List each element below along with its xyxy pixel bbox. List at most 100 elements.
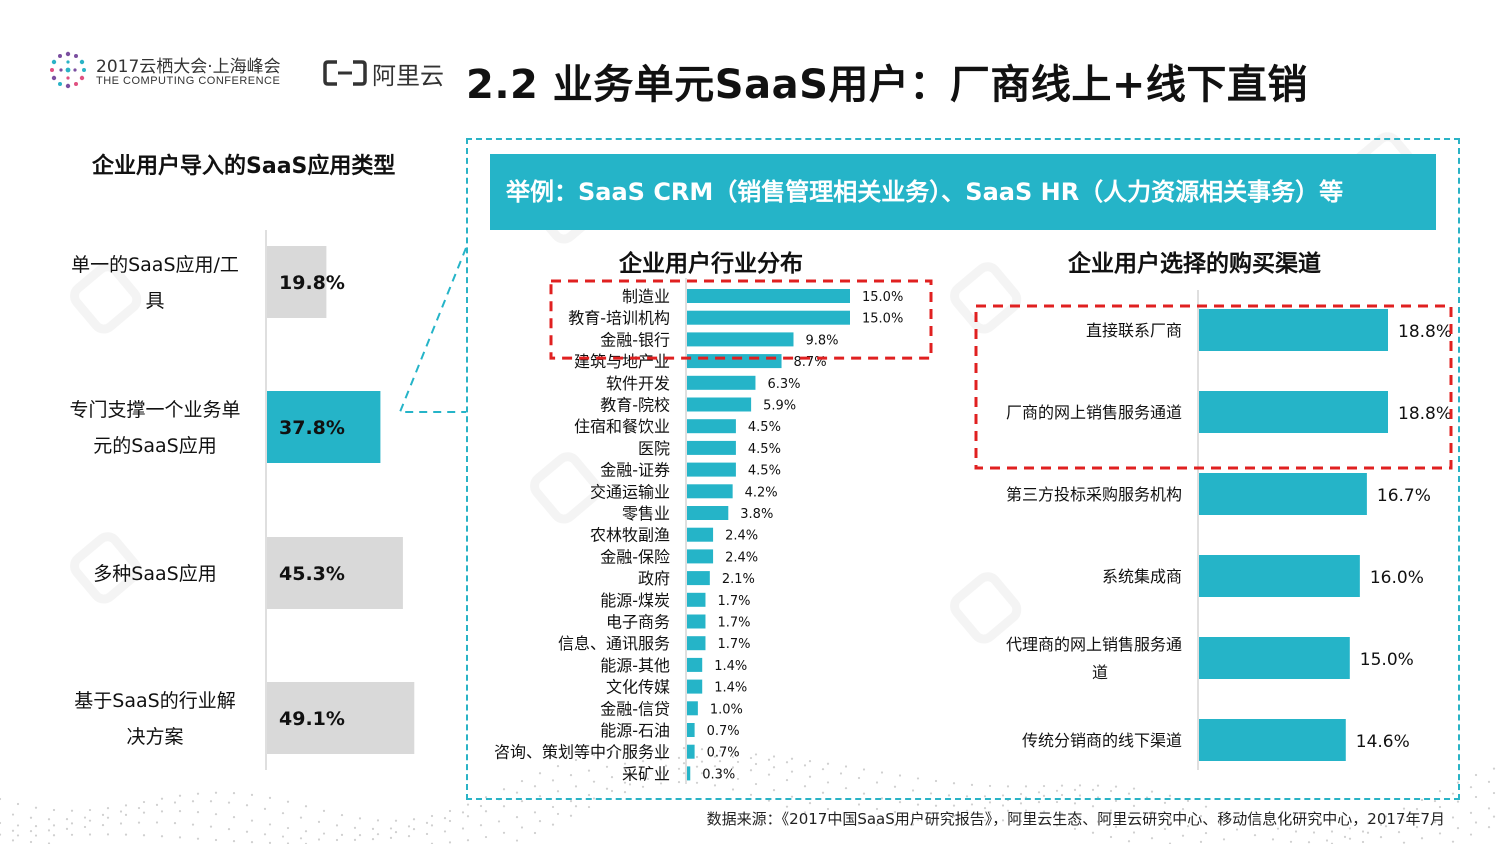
industry-bar	[687, 723, 695, 737]
industry-bar	[687, 289, 850, 303]
left-category-label: 基于SaaS的行业解	[74, 690, 235, 712]
industry-value-label: 0.3%	[702, 767, 735, 782]
industry-bar	[687, 310, 850, 325]
industry-bar	[687, 397, 752, 412]
industry-category-label: 软件开发	[606, 374, 670, 393]
channel-category-label: 系统集成商	[1102, 567, 1182, 586]
channel-bar	[1199, 555, 1360, 597]
channel-value-label: 16.0%	[1370, 568, 1424, 588]
industry-category-label: 能源-煤炭	[600, 591, 670, 610]
industry-bar	[687, 484, 733, 499]
left-category-label: 决方案	[126, 726, 183, 748]
industry-category-label: 教育-培训机构	[568, 309, 670, 328]
industry-value-label: 3.8%	[740, 507, 773, 522]
left-chart-title: 企业用户导入的SaaS应用类型	[92, 154, 396, 179]
channel-category-label: 传统分销商的线下渠道	[1022, 731, 1182, 750]
channel-chart-title: 企业用户选择的购买渠道	[1068, 251, 1321, 277]
industry-bar	[687, 571, 710, 586]
channel-bar	[1199, 473, 1367, 515]
industry-value-label: 1.7%	[717, 594, 750, 609]
industry-chart-title: 企业用户行业分布	[619, 251, 803, 277]
industry-value-label: 2.4%	[725, 529, 758, 544]
industry-value-label: 4.5%	[748, 420, 781, 435]
industry-category-label: 政府	[638, 569, 670, 588]
aliyun-logo-icon	[323, 60, 367, 86]
industry-value-label: 2.4%	[725, 550, 758, 565]
industry-category-label: 金融-证券	[600, 461, 670, 480]
industry-bar	[687, 744, 695, 759]
industry-value-label: 6.3%	[767, 377, 800, 392]
industry-category-label: 金融-信贷	[600, 699, 670, 718]
left-bar	[267, 246, 327, 318]
channel-category-label: 第三方投标采购服务机构	[1006, 485, 1182, 504]
conference-logo-icon	[50, 51, 86, 89]
industry-bar	[687, 527, 714, 542]
left-category-label: 单一的SaaS应用/工	[71, 254, 239, 276]
example-banner: 举例：SaaS CRM（销售管理相关业务）、SaaS HR（人力资源相关事务）等	[490, 154, 1436, 230]
channel-value-label: 18.8%	[1398, 404, 1452, 424]
channel-category-label: 厂商的网上销售服务通道	[1006, 403, 1182, 422]
channel-category-label: 道	[1092, 663, 1108, 682]
industry-value-label: 15.0%	[862, 290, 903, 305]
left-bar	[267, 537, 403, 609]
industry-value-label: 2.1%	[722, 572, 755, 587]
channel-bar	[1199, 391, 1388, 433]
industry-value-label: 0.7%	[707, 746, 740, 761]
industry-category-label: 住宿和餐饮业	[574, 417, 670, 436]
left-bar-value-label: 49.1%	[279, 708, 345, 730]
channel-value-label: 14.6%	[1356, 732, 1410, 752]
industry-category-label: 采矿业	[622, 764, 670, 783]
industry-category-label: 文化传媒	[606, 678, 670, 697]
industry-value-label: 4.5%	[748, 442, 781, 457]
industry-value-label: 1.7%	[717, 637, 750, 652]
brand-name: 阿里云	[372, 62, 444, 90]
left-bar	[267, 682, 415, 754]
industry-value-label: 9.8%	[805, 333, 838, 348]
industry-bar	[687, 679, 703, 694]
industry-value-label: 0.7%	[707, 724, 740, 739]
left-bar	[267, 391, 381, 463]
industry-category-label: 能源-其他	[600, 656, 670, 675]
channel-value-label: 16.7%	[1377, 486, 1431, 506]
industry-bar	[687, 766, 691, 781]
channel-bar	[1199, 309, 1388, 351]
conference-title: 2017云栖大会·上海峰会	[96, 57, 281, 77]
industry-category-label: 金融-银行	[600, 330, 670, 349]
industry-category-label: 电子商务	[606, 613, 670, 632]
source-note: 数据来源：《2017中国SaaS用户研究报告》，阿里云生态、阿里云研究中心、移动…	[706, 810, 1445, 828]
industry-bar	[687, 657, 703, 672]
industry-category-label: 交通运输业	[590, 482, 670, 501]
industry-value-label: 4.2%	[745, 485, 778, 500]
industry-bar	[687, 440, 736, 455]
left-bar-value-label: 45.3%	[279, 563, 345, 585]
industry-category-label: 信息、通讯服务	[558, 634, 670, 653]
industry-category-label: 建筑与地产业	[574, 352, 670, 371]
channel-value-label: 15.0%	[1360, 650, 1414, 670]
industry-value-label: 5.9%	[763, 399, 796, 414]
industry-category-label: 教育-院校	[600, 396, 670, 415]
channel-highlight-box	[974, 304, 1453, 470]
channel-category-label: 代理商的网上销售服务通	[1006, 635, 1182, 654]
industry-value-label: 15.0%	[862, 312, 903, 327]
left-bar-value-label: 19.8%	[279, 272, 345, 294]
page-title: 2.2 业务单元SaaS用户：厂商线上+线下直销	[466, 62, 1308, 108]
industry-bar	[687, 375, 756, 390]
industry-value-label: 1.0%	[710, 702, 743, 717]
left-category-label: 专门支撑一个业务单	[69, 399, 240, 421]
industry-bar	[687, 636, 706, 651]
industry-bar	[687, 354, 782, 369]
industry-bar	[687, 614, 706, 629]
channel-bar-chart: 18.8% 直接联系厂商 18.8% 厂商的网上销售服务通道 16.7% 第三方投标采购服…	[974, 290, 1453, 770]
channel-bar	[1199, 637, 1350, 679]
industry-bar	[687, 462, 736, 477]
industry-bar	[687, 419, 736, 434]
industry-category-label: 能源-石油	[600, 721, 670, 740]
industry-bar	[687, 332, 794, 347]
industry-category-label: 医院	[638, 439, 670, 458]
industry-category-label: 零售业	[622, 504, 670, 523]
left-category-label: 多种SaaS应用	[93, 563, 216, 585]
industry-value-label: 1.4%	[714, 681, 747, 696]
industry-highlight-box	[549, 279, 933, 360]
industry-category-label: 金融-保险	[600, 547, 670, 566]
